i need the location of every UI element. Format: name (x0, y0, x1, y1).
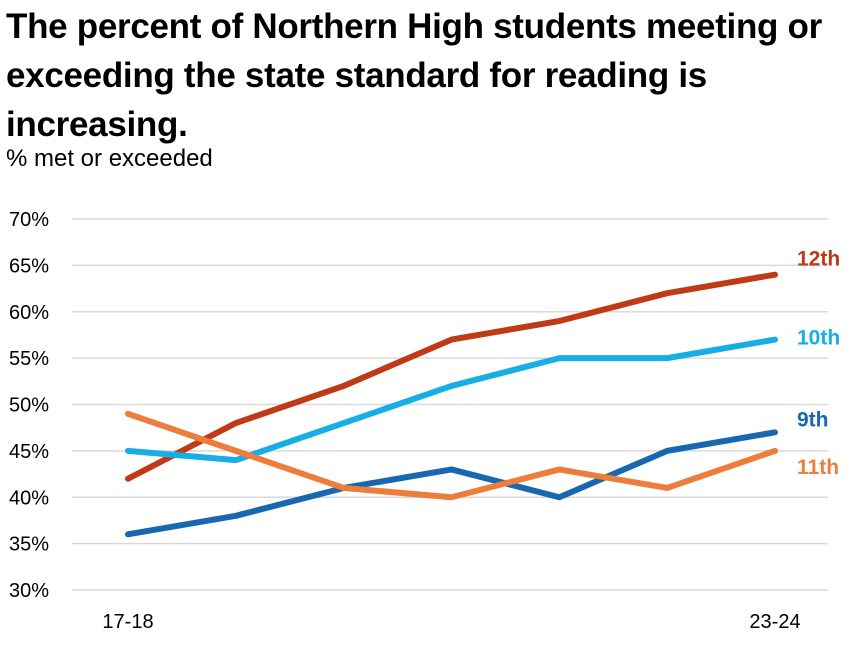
series-label-11th: 11th (797, 456, 839, 479)
y-tick-label: 50% (9, 395, 49, 417)
y-tick-label: 65% (9, 255, 49, 277)
chart-title: The percent of Northern High students me… (6, 7, 822, 144)
y-tick-label: 70% (9, 209, 49, 231)
series-label-12th: 12th (797, 248, 840, 271)
series-label-9th: 9th (797, 408, 829, 431)
series-lines (125, 271, 778, 538)
x-tick-label: 17-18 (102, 611, 153, 633)
y-tick-label: 60% (9, 302, 49, 324)
x-tick-label: 23-24 (749, 611, 800, 633)
y-tick-label: 30% (9, 580, 49, 602)
y-tick-label: 35% (9, 534, 49, 556)
y-tick-label: 45% (9, 441, 49, 463)
y-tick-label: 40% (9, 487, 49, 509)
x-axis-ticks: 17-18 23-24 (102, 611, 800, 633)
y-axis-ticks: 30% 35% 40% 45% 50% 55% 60% 65% 70% (9, 209, 49, 602)
chart-subtitle: % met or exceeded (6, 145, 213, 172)
y-tick-label: 55% (9, 348, 49, 370)
series-labels: 12th 10th 9th 11th (797, 248, 840, 479)
series-label-10th: 10th (797, 327, 840, 350)
gridlines (72, 218, 828, 591)
